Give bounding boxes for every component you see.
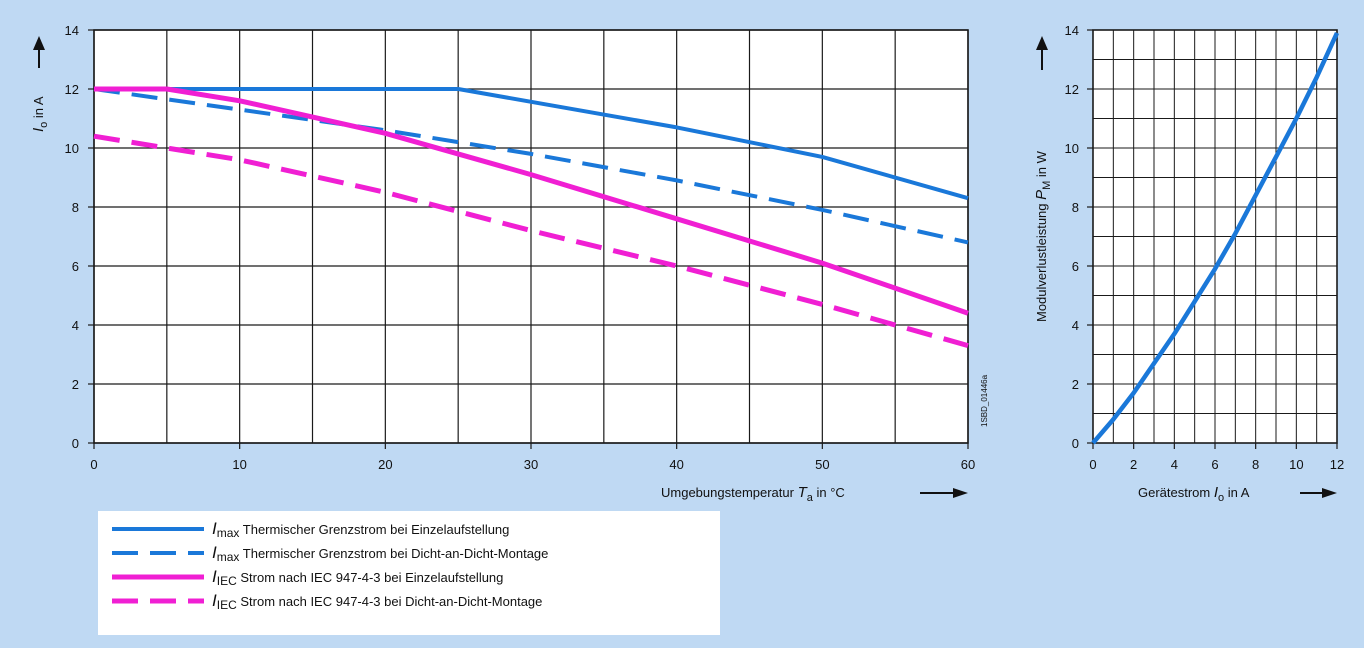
- right-y-tick-label: 0: [1072, 436, 1079, 451]
- legend-panel: [98, 511, 720, 635]
- left-y-axis-arrowhead: [33, 36, 45, 50]
- right-x-tick-label: 4: [1171, 457, 1178, 472]
- left-y-tick-label: 2: [72, 377, 79, 392]
- series-line-iec_dense: [93, 133, 969, 349]
- left-y-tick-label: 4: [72, 318, 79, 333]
- right-x-tick-label: 8: [1252, 457, 1259, 472]
- right-x-axis-label: Gerätestrom Io in A: [1138, 484, 1250, 504]
- right-x-tick-label: 12: [1330, 457, 1344, 472]
- left-x-tick-label: 50: [815, 457, 829, 472]
- right-x-tick-label: 0: [1089, 457, 1096, 472]
- figure-code: 1SBD_01446a: [980, 374, 989, 427]
- series-line-power_loss: [1091, 31, 1340, 445]
- legend-label-iec_single: IIEC Strom nach IEC 947-4-3 bei Einzelau…: [212, 567, 503, 588]
- right-y-axis-label-text: Modulverlustleistung PM in W: [1033, 150, 1053, 322]
- right-y-axis-label: Modulverlustleistung PM in W: [1033, 150, 1053, 322]
- right-y-tick-label: 10: [1065, 141, 1079, 156]
- left-x-axis-arrowhead: [953, 488, 968, 498]
- legend-label-imax_dense: Imax Thermischer Grenzstrom bei Dicht-an…: [212, 543, 548, 564]
- right-x-axis-arrowhead: [1322, 488, 1337, 498]
- right-x-tick-label: 2: [1130, 457, 1137, 472]
- left-y-tick-label: 10: [65, 141, 79, 156]
- right-y-tick-label: 2: [1072, 377, 1079, 392]
- series-line-iec_single: [94, 86, 969, 316]
- left-x-tick-label: 60: [961, 457, 975, 472]
- series-line-imax_dense: [93, 87, 969, 245]
- legend-label-imax_single: Imax Thermischer Grenzstrom bei Einzelau…: [212, 519, 509, 540]
- right-y-axis-arrowhead: [1036, 36, 1048, 50]
- left-x-tick-label: 10: [232, 457, 246, 472]
- left-y-tick-label: 6: [72, 259, 79, 274]
- left-y-tick-label: 0: [72, 436, 79, 451]
- right-y-tick-label: 14: [1065, 23, 1079, 38]
- left-x-tick-label: 40: [669, 457, 683, 472]
- left-x-axis-label: Umgebungstemperatur Ta in °C: [661, 484, 845, 504]
- left-x-tick-label: 0: [90, 457, 97, 472]
- right-y-tick-label: 4: [1072, 318, 1079, 333]
- right-x-tick-label: 6: [1211, 457, 1218, 472]
- left-x-tick-label: 30: [524, 457, 538, 472]
- legend-label-iec_dense: IIEC Strom nach IEC 947-4-3 bei Dicht-an…: [212, 591, 542, 612]
- left-y-tick-label: 12: [65, 82, 79, 97]
- left-y-axis-label: Io in A: [30, 96, 50, 132]
- left-y-tick-label: 14: [65, 23, 79, 38]
- left-y-tick-label: 8: [72, 200, 79, 215]
- right-y-tick-label: 8: [1072, 200, 1079, 215]
- right-y-tick-label: 12: [1065, 82, 1079, 97]
- left-x-tick-label: 20: [378, 457, 392, 472]
- right-x-tick-label: 10: [1289, 457, 1303, 472]
- right-y-tick-label: 6: [1072, 259, 1079, 274]
- left-y-axis-label-text: Io in A: [30, 96, 50, 132]
